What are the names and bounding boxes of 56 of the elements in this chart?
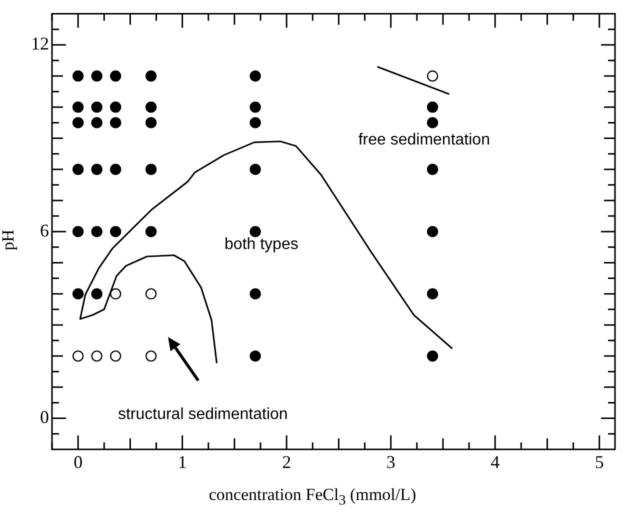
point xyxy=(426,70,438,82)
point xyxy=(426,226,438,238)
point xyxy=(426,288,438,300)
point xyxy=(110,164,122,175)
point xyxy=(91,117,102,128)
point xyxy=(145,117,157,128)
point xyxy=(72,164,84,175)
point xyxy=(91,164,102,175)
point xyxy=(145,102,157,113)
point xyxy=(426,117,438,128)
y-tick-label: 0 xyxy=(40,407,49,428)
x-tick-label: 2 xyxy=(282,452,292,472)
point xyxy=(72,117,84,128)
point xyxy=(72,102,84,113)
point xyxy=(91,350,102,362)
point xyxy=(145,288,157,300)
point xyxy=(110,117,122,128)
point xyxy=(426,350,438,362)
point xyxy=(250,226,261,238)
point xyxy=(91,70,102,82)
annotation: free sedimentation xyxy=(358,132,490,149)
point xyxy=(426,102,438,113)
annotation: structural sedimentation xyxy=(118,406,288,423)
point xyxy=(72,288,84,300)
point xyxy=(72,350,84,362)
point xyxy=(145,350,157,362)
point xyxy=(72,226,84,238)
annotation: both types xyxy=(224,236,298,254)
point xyxy=(72,70,84,82)
point xyxy=(250,117,261,128)
x-tick-label: 5 xyxy=(594,452,604,472)
y-tick-label: 12 xyxy=(31,34,49,54)
point xyxy=(110,350,122,362)
point xyxy=(110,102,122,113)
point xyxy=(145,70,157,82)
point xyxy=(250,288,261,300)
y-axis-title: pH xyxy=(0,230,18,250)
point xyxy=(110,288,122,300)
x-tick-label: 3 xyxy=(386,452,396,472)
point xyxy=(145,226,157,238)
point xyxy=(250,70,261,82)
point xyxy=(145,164,157,175)
point xyxy=(250,164,261,175)
x-axis-title: concentration FeCl$_{3}$ (mmol/L) xyxy=(208,485,418,510)
point xyxy=(110,226,122,238)
point xyxy=(110,70,122,82)
point xyxy=(250,102,261,113)
point xyxy=(91,102,102,113)
x-tick-label: 1 xyxy=(178,452,187,472)
point xyxy=(91,226,102,238)
x-tick-label: 4 xyxy=(490,452,500,472)
point xyxy=(426,164,438,175)
x-tick-label: 0 xyxy=(74,452,83,472)
y-tick-label: 6 xyxy=(40,220,49,240)
point xyxy=(250,350,261,362)
point xyxy=(91,288,102,300)
